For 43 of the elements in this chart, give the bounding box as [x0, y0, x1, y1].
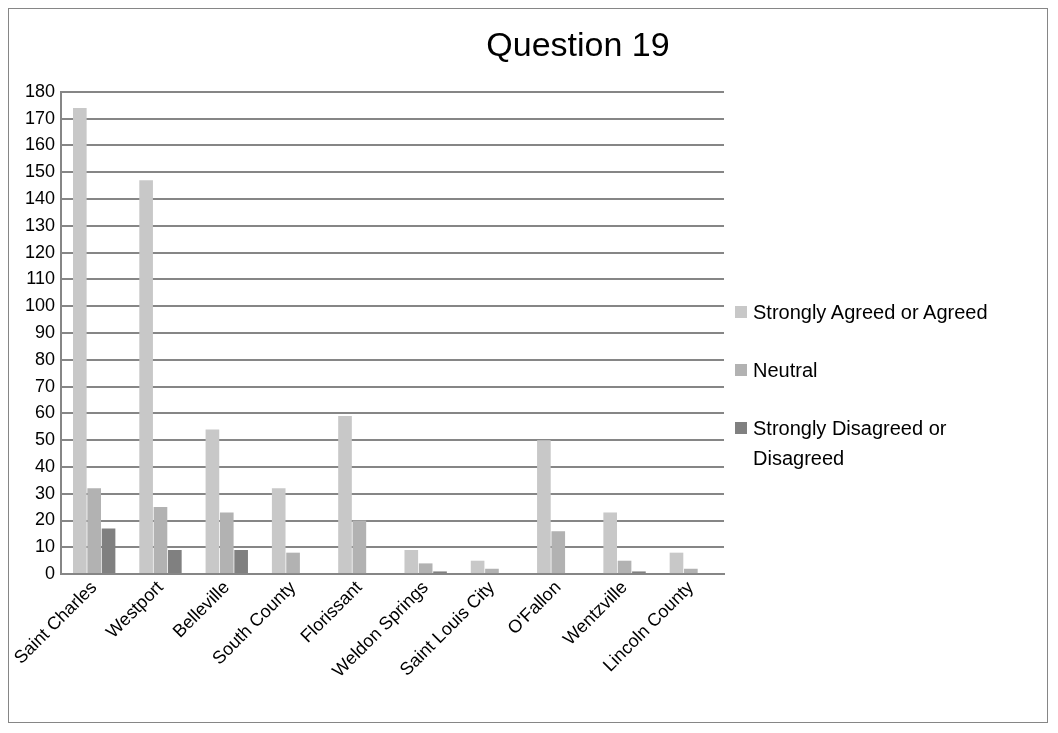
bar	[551, 531, 566, 574]
legend-label: Strongly Disagreed or Disagreed	[753, 416, 948, 471]
bar	[87, 488, 101, 574]
y-tick-label: 20	[35, 509, 56, 530]
bar	[669, 552, 684, 574]
bar	[404, 549, 419, 574]
y-tick-label: 100	[24, 295, 56, 316]
y-tick-label: 160	[24, 134, 56, 155]
bar	[684, 568, 698, 574]
bar	[418, 563, 433, 574]
legend-label: Strongly Agreed or Agreed	[753, 300, 988, 325]
y-tick-label: 170	[24, 107, 56, 128]
chart-title: Question 19	[485, 24, 671, 65]
y-tick-label: 110	[26, 268, 56, 289]
y-tick-label: 0	[45, 563, 56, 584]
y-tick-label: 60	[35, 402, 56, 423]
y-tick-label: 70	[35, 375, 56, 396]
bar	[485, 568, 499, 574]
y-tick-label: 120	[24, 241, 56, 262]
y-tick-label: 10	[35, 536, 56, 557]
y-tick-label: 130	[24, 214, 56, 235]
y-tick-label: 90	[35, 321, 56, 342]
legend-label: Neutral	[753, 358, 818, 383]
bar	[205, 429, 220, 574]
bar	[470, 560, 485, 574]
bar	[219, 512, 234, 574]
bar	[338, 416, 352, 574]
bar	[139, 180, 153, 574]
bar	[286, 552, 300, 574]
bar	[537, 440, 551, 574]
y-tick-label: 80	[35, 348, 56, 369]
bar	[271, 488, 286, 574]
bar	[617, 560, 632, 574]
bar	[603, 512, 618, 574]
y-tick-label: 40	[35, 455, 56, 476]
bar	[352, 520, 367, 574]
bar	[72, 107, 87, 574]
bar	[153, 507, 168, 574]
y-tick-label: 150	[24, 161, 56, 182]
y-tick-label: 50	[35, 429, 56, 450]
y-tick-label: 140	[24, 187, 56, 208]
y-tick-label: 30	[35, 482, 56, 503]
y-tick-label: 180	[24, 80, 56, 101]
